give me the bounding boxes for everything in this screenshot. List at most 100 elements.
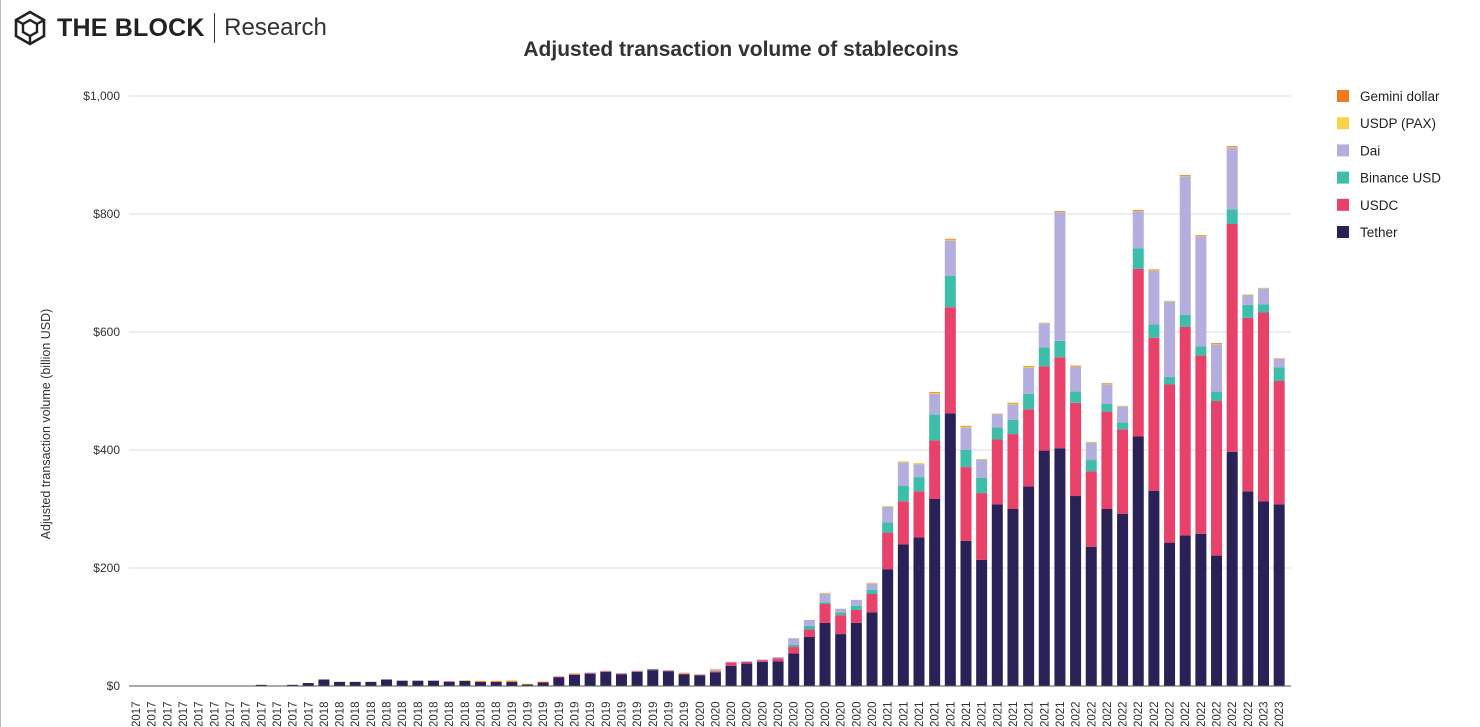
x-tick-label: 2018 — [491, 701, 503, 727]
bar-segment-tether — [1132, 436, 1144, 686]
bar-segment-dai — [788, 638, 800, 645]
bar-segment-usdp-pax- — [976, 458, 988, 460]
legend-swatch — [1337, 171, 1349, 184]
bar-segment-tether — [1054, 448, 1066, 686]
x-tick-label: 2020 — [726, 701, 738, 727]
bar-stack — [443, 681, 455, 686]
bar-segment-usdc — [850, 609, 862, 623]
bar-segment-usdp-pax- — [522, 683, 533, 685]
bar-segment-binance-usd — [803, 625, 815, 630]
bar-segment-tether — [615, 674, 627, 686]
bar-segment-usdp-pax- — [1179, 175, 1191, 177]
bar-stack — [709, 668, 721, 686]
bar-segment-usdc — [1258, 312, 1270, 502]
bar-stack — [287, 684, 299, 686]
bar-segment-usdp-pax- — [944, 239, 956, 241]
bar-segment-tether — [725, 665, 737, 686]
bar-segment-tether — [756, 661, 768, 686]
bar-segment-usdp-pax- — [1085, 441, 1097, 443]
bar-segment-binance-usd — [1164, 376, 1176, 385]
bar-segment-tether — [1164, 542, 1176, 686]
bar-segment-usdc — [991, 439, 1003, 505]
bar-segment-usdp-pax- — [506, 680, 518, 682]
bar-stack — [647, 668, 659, 686]
x-tick-label: 2018 — [335, 701, 347, 727]
bar-stack — [553, 676, 565, 686]
legend-item[interactable]: Dai — [1337, 143, 1380, 158]
x-tick-label: 2019 — [616, 701, 628, 727]
bar-segment-usdc — [709, 671, 721, 673]
bar-segment-tether — [944, 413, 956, 686]
x-tick-label: 2017 — [288, 701, 300, 727]
legend-item[interactable]: Gemini dollar — [1337, 89, 1440, 104]
bar-stack — [850, 599, 862, 686]
bar-stack — [1226, 146, 1238, 686]
bar-segment-usdp-pax- — [1148, 270, 1160, 271]
x-tick-label: 2019 — [569, 701, 581, 727]
bar-segment-gemini-dollar — [1023, 366, 1035, 368]
bar-segment-usdc — [1148, 337, 1160, 491]
bar-segment-dai — [709, 669, 721, 672]
bar-segment-dai — [1038, 323, 1050, 348]
x-tick-label: 2023 — [1259, 701, 1271, 727]
bar-segment-dai — [694, 674, 706, 675]
bar-segment-usdc — [803, 629, 815, 638]
bar-segment-usdp-pax- — [1038, 322, 1050, 324]
bar-segment-binance-usd — [1148, 324, 1160, 338]
bar-segment-usdp-pax- — [1211, 343, 1223, 345]
bar-segment-usdc — [537, 681, 549, 683]
legend-item[interactable]: USDC — [1337, 198, 1399, 213]
bar-segment-dai — [1070, 366, 1082, 392]
bar-segment-usdp-pax- — [913, 462, 925, 465]
bar-segment-tether — [459, 680, 471, 686]
y-tick-label: $200 — [93, 561, 120, 575]
bar-segment-usdp-pax- — [897, 461, 909, 463]
x-tick-label: 2021 — [883, 701, 895, 727]
legend-item[interactable]: Binance USD — [1337, 171, 1441, 186]
bar-segment-usdc — [819, 603, 831, 623]
bar-segment-usdc — [443, 681, 455, 683]
bar-segment-usdp-pax- — [1164, 300, 1176, 302]
bar-stack — [897, 461, 909, 686]
bar-stack — [788, 638, 800, 686]
bar-stack — [255, 684, 267, 686]
legend-item[interactable]: USDP (PAX) — [1337, 116, 1436, 131]
x-tick-label: 2021 — [914, 701, 926, 727]
x-tick-label: 2018 — [460, 701, 472, 727]
legend-item[interactable]: Tether — [1337, 225, 1398, 240]
bar-segment-tether — [647, 670, 659, 686]
bar-segment-usdc — [944, 307, 956, 414]
bar-segment-tether — [1007, 509, 1019, 686]
bar-segment-binance-usd — [1211, 391, 1223, 402]
bar-segment-gemini-dollar — [1007, 402, 1019, 404]
bar-segment-gemini-dollar — [1101, 383, 1113, 385]
bar-segment-gemini-dollar — [944, 238, 956, 240]
bar-segment-tether — [788, 653, 800, 686]
bar-segment-dai — [803, 619, 815, 626]
x-tick-label: 2017 — [272, 701, 284, 727]
bar-stack — [991, 413, 1003, 686]
bar-segment-dai — [600, 670, 612, 672]
bar-stack — [756, 659, 768, 686]
bar-stack — [772, 657, 784, 686]
bar-segment-dai — [835, 608, 847, 613]
bar-stack — [302, 683, 314, 686]
x-tick-label: 2017 — [303, 701, 315, 727]
bar-segment-dai — [897, 462, 909, 486]
x-tick-label: 2019 — [648, 701, 660, 727]
bar-segment-usdc — [647, 669, 659, 671]
x-tick-label: 2021 — [930, 701, 942, 727]
bar-segment-usdc — [694, 674, 706, 676]
bar-segment-dai — [1148, 270, 1160, 325]
x-tick-label: 2020 — [804, 701, 816, 727]
bar-segment-binance-usd — [1038, 347, 1050, 367]
bar-segment-usdc — [678, 673, 690, 675]
bar-stack — [459, 680, 471, 686]
bar-segment-gemini-dollar — [1070, 365, 1082, 367]
bar-segment-tether — [960, 540, 972, 686]
legend-swatch — [1337, 226, 1349, 238]
bar-stack — [522, 683, 533, 686]
bar-segment-tether — [553, 677, 565, 686]
logo-brand: THE BLOCK — [57, 13, 205, 42]
